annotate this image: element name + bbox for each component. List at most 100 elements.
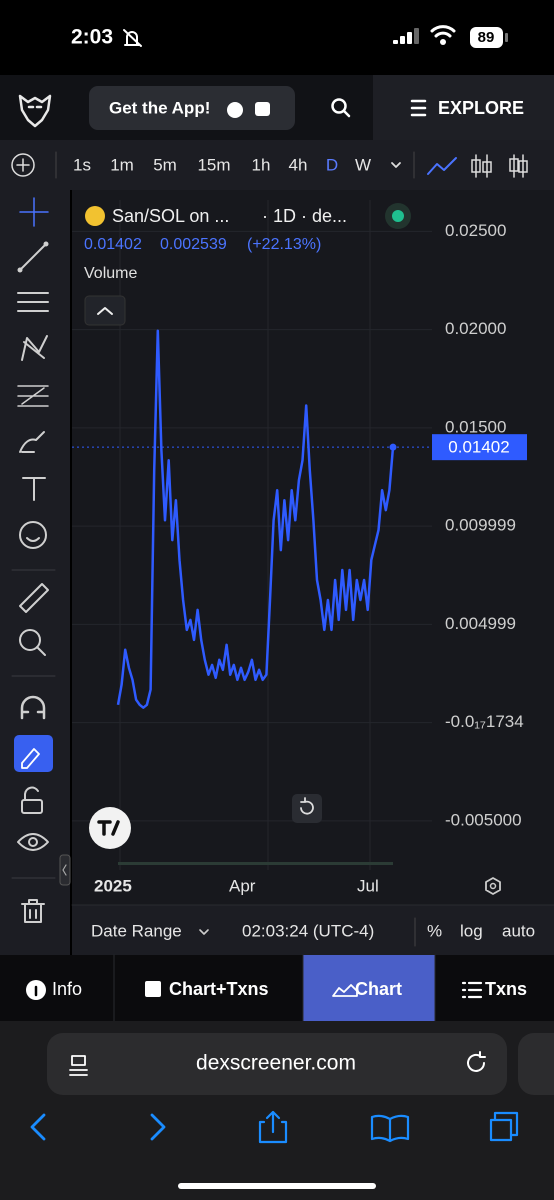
battery-cap [505, 33, 508, 42]
eye-tool [17, 833, 49, 851]
line-chart-icon [427, 157, 457, 175]
bar-body [518, 160, 528, 173]
home-indicator [178, 1183, 376, 1189]
explore-label[interactable]: EXPLORE [438, 98, 524, 118]
url-pill[interactable] [47, 1033, 507, 1095]
footer-bar [72, 905, 554, 955]
panel-handle-arrow [62, 864, 67, 876]
explore-button[interactable] [373, 75, 554, 140]
y-tick-label: -0.005000 [445, 810, 522, 829]
android-icon [255, 102, 270, 116]
battery [470, 27, 503, 48]
legend-interval: · 1D · de... [262, 206, 347, 226]
timeframe[interactable]: 5m [153, 155, 177, 174]
tradingview-badge [89, 807, 131, 849]
magnet-tool [20, 695, 46, 720]
reload-icon [467, 1051, 486, 1072]
reset-icon [300, 797, 314, 815]
bookmarks-button [370, 1114, 410, 1143]
reset-button[interactable] [292, 794, 322, 823]
settings-center [489, 882, 497, 890]
x-tick-label: 2025 [94, 876, 132, 895]
price-line [116, 329, 395, 709]
lock-drawing-tool[interactable] [14, 735, 53, 772]
x-tick-label: Apr [229, 876, 256, 895]
collapse-button[interactable] [84, 295, 126, 326]
status-time: 2:03 [71, 26, 113, 49]
trendline-dot [43, 241, 49, 247]
chart-txns-icon [145, 981, 161, 997]
signal-bar [400, 36, 405, 44]
get-app-label[interactable]: Get the App! [109, 98, 210, 117]
list-icon [461, 981, 483, 999]
candle-body [482, 161, 492, 173]
timeframe[interactable]: 15m [197, 155, 230, 174]
emoji-tool[interactable] [19, 521, 47, 549]
y-tick-label: 0.004999 [445, 614, 516, 633]
apple-icon [227, 102, 243, 118]
volume-baseline [118, 862, 393, 865]
zoom-tool[interactable] [19, 629, 41, 651]
tab[interactable]: Chart [355, 979, 402, 999]
last-price-tag [432, 434, 527, 461]
pattern-tool [21, 335, 48, 361]
tabs-button [489, 1111, 519, 1142]
signal-bar [407, 32, 412, 44]
timeframe[interactable]: 1s [73, 155, 91, 174]
bell-off-icon [123, 29, 142, 47]
collapse-arrow [97, 307, 113, 315]
panel-handle [59, 854, 71, 886]
tab-bar [0, 955, 554, 1021]
timeframe[interactable]: 1h [252, 155, 271, 174]
clock: 02:03:24 (UTC-4) [242, 921, 374, 940]
active-tab [303, 955, 435, 1021]
legend-volume: Volume [84, 265, 137, 282]
ruler-tool [19, 583, 49, 613]
date-range[interactable]: Date Range [91, 921, 182, 940]
get-app-button[interactable] [89, 86, 295, 130]
legend-change-percent: (+22.13%) [247, 236, 321, 253]
tab[interactable]: Info [52, 979, 82, 999]
share-button [258, 1110, 288, 1144]
search-icon[interactable] [331, 98, 347, 114]
pencil-icon [21, 748, 40, 769]
x-tick-label: Jul [357, 876, 379, 895]
coin-icon [85, 206, 105, 226]
emoji-smile [26, 537, 40, 542]
back-button [30, 1113, 46, 1141]
timeframe[interactable]: W [355, 155, 371, 174]
signal-bar [393, 40, 398, 44]
timeframe[interactable]: D [326, 155, 338, 174]
tab[interactable]: Txns [485, 979, 527, 999]
bar-body [509, 158, 519, 172]
legend-price: 0.01402 [84, 236, 142, 253]
search-handle [342, 109, 351, 118]
area-icon [332, 984, 358, 997]
text-tool [22, 477, 46, 501]
auto-toggle[interactable]: auto [502, 921, 535, 940]
page-menu-icon [69, 1055, 88, 1076]
y-tick-label: 0.009999 [445, 516, 516, 535]
trendline-dot [17, 267, 23, 273]
signal-bar [414, 28, 419, 44]
percent-toggle[interactable]: % [427, 921, 442, 940]
tab[interactable]: Chart+Txns [169, 979, 269, 999]
trash-tool [21, 899, 45, 923]
projection-tool [17, 385, 49, 407]
brush-tool [19, 431, 45, 453]
wifi-dot [440, 39, 446, 45]
log-toggle[interactable]: log [460, 921, 483, 940]
trendline-tool [19, 243, 47, 271]
settings-icon [485, 877, 501, 895]
add-indicator[interactable] [11, 153, 35, 177]
status-dot [392, 210, 404, 222]
unlock-tool [24, 786, 39, 801]
y-tick-label: 0.02500 [445, 221, 506, 240]
eye-pupil [28, 837, 38, 847]
candle-icon [475, 154, 488, 178]
timeframe[interactable]: 1m [110, 155, 134, 174]
url: dexscreener.com [196, 1052, 356, 1075]
timeframe[interactable]: 4h [289, 155, 308, 174]
y-tick-label: 0.02000 [445, 319, 506, 338]
